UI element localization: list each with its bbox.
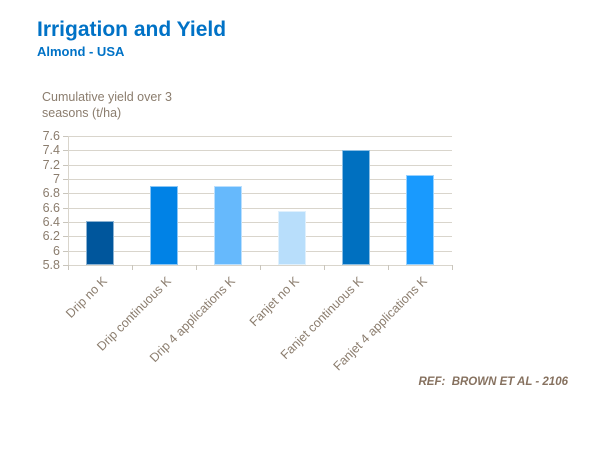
y-tick-label: 6.6 — [42, 200, 60, 215]
plot-area — [68, 136, 452, 266]
gridline — [68, 164, 452, 166]
x-tick-mark — [388, 265, 389, 270]
y-tick-mark — [63, 265, 68, 266]
x-tick-mark — [452, 265, 453, 270]
y-tick-mark — [63, 164, 68, 166]
y-tick-label: 7.4 — [42, 143, 60, 158]
y-tick-label: 5.8 — [42, 258, 60, 272]
y-tick-label: 6.2 — [42, 229, 60, 244]
x-tick-mark — [260, 265, 261, 270]
y-tick-mark — [63, 179, 68, 180]
y-tick-label: 7.2 — [42, 157, 60, 172]
y-tick-mark — [63, 222, 68, 223]
gridline — [68, 179, 452, 180]
x-tick-mark — [196, 265, 197, 270]
gridline — [68, 150, 452, 152]
x-category-label: Fanjet 4 applications K — [330, 274, 430, 374]
y-tick-label: 6.4 — [42, 215, 60, 229]
reference-note: REF: BROWN ET AL - 2106 — [418, 376, 568, 388]
chart-subtitle: Almond - USA — [37, 44, 125, 59]
x-tick-mark — [324, 265, 325, 270]
bar-drip-4-applications-k — [214, 186, 242, 265]
gridline — [68, 193, 452, 195]
bar-fanjet-no-k — [278, 211, 306, 265]
y-tick-label: 6.8 — [42, 186, 60, 201]
x-category-label: Drip 4 applications K — [146, 274, 238, 365]
y-tick-mark — [63, 193, 68, 195]
gridline — [68, 207, 452, 209]
bar-fanjet-continuous-k — [342, 150, 370, 265]
bar-fanjet-4-applications-k — [406, 175, 434, 265]
y-axis-title: Cumulative yield over 3 seasons (t/ha) — [42, 90, 172, 120]
x-tick-mark — [68, 265, 69, 270]
y-tick-mark — [63, 136, 68, 137]
chart-title: Irrigation and Yield — [37, 18, 227, 41]
gridline — [68, 250, 452, 252]
y-tick-label: 7.6 — [42, 129, 60, 143]
y-tick-mark — [63, 250, 68, 252]
gridline — [68, 136, 452, 137]
bar-drip-continuous-k — [150, 186, 178, 265]
gridline — [68, 222, 452, 223]
y-tick-mark — [63, 207, 68, 209]
y-tick-label: 7 — [53, 172, 60, 186]
x-tick-mark — [132, 265, 133, 270]
gridline — [68, 236, 452, 238]
y-tick-mark — [63, 150, 68, 152]
x-category-label: Drip continuous K — [94, 274, 174, 354]
y-axis-line — [68, 136, 69, 269]
y-tick-mark — [63, 236, 68, 238]
x-category-label: Fanjet continuous K — [277, 274, 366, 363]
chart-header: Irrigation and Yield Almond - USA — [37, 18, 226, 59]
y-tick-label: 6 — [53, 243, 60, 258]
bar-drip-no-k — [86, 220, 114, 265]
x-category-label: Fanjet no K — [246, 274, 302, 330]
